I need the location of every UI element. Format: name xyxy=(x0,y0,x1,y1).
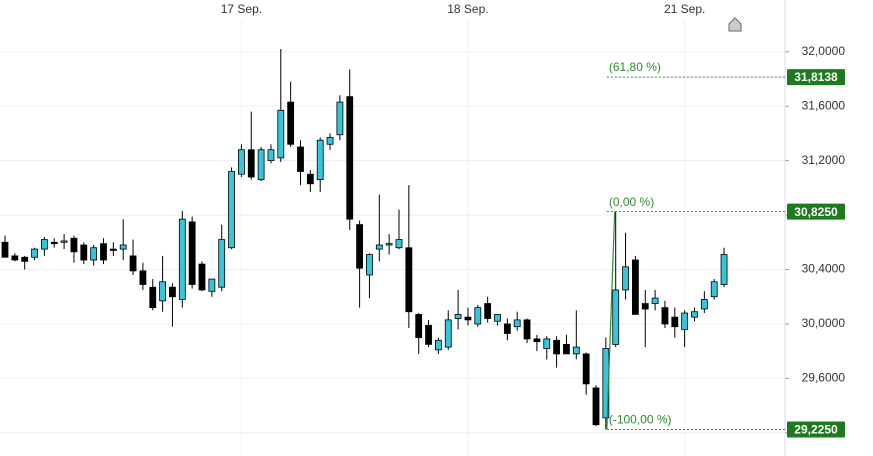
candle-body xyxy=(563,343,570,355)
candle-body xyxy=(681,312,689,330)
candle-body xyxy=(60,240,68,243)
candle-body xyxy=(454,314,462,319)
candle-body xyxy=(434,339,442,351)
candle-body xyxy=(395,239,403,249)
candle-body xyxy=(444,319,452,348)
candle-body xyxy=(287,101,295,145)
candle-body xyxy=(385,243,393,246)
candle-body xyxy=(129,255,137,272)
candle-body xyxy=(572,346,580,355)
fib-value-label: 31,8138 xyxy=(794,70,838,84)
candle-body xyxy=(178,218,186,300)
fib-label: (0,00 %) xyxy=(609,195,654,209)
candle-body xyxy=(415,314,423,338)
fib-value-box xyxy=(787,69,845,86)
candle-body xyxy=(720,254,728,285)
fib-value-label: 29,2250 xyxy=(794,423,838,437)
candle-body xyxy=(336,101,344,136)
candle-body xyxy=(306,173,314,185)
candle-body xyxy=(346,96,354,220)
candle-body xyxy=(257,149,265,181)
candle-body xyxy=(710,281,718,298)
fib-value-label: 30,8250 xyxy=(794,205,838,219)
candle-body xyxy=(139,270,147,285)
fib-label: (61,80 %) xyxy=(609,60,661,74)
fib-label: (-100,00 %) xyxy=(609,413,672,427)
candle-body xyxy=(109,248,117,251)
candle-body xyxy=(198,263,206,291)
candle-body xyxy=(80,244,88,261)
candle-body xyxy=(90,247,98,261)
candle-body xyxy=(464,316,472,321)
candle-body xyxy=(503,323,511,334)
candle-body xyxy=(218,239,226,288)
candle-body xyxy=(622,266,629,291)
candle-body xyxy=(267,149,275,162)
candle-body xyxy=(326,137,334,145)
candle-body xyxy=(159,281,167,302)
candle-body xyxy=(691,311,698,318)
candle-body xyxy=(533,338,541,343)
candle-body xyxy=(592,387,600,426)
y-tick-label: 30,0000 xyxy=(802,316,846,330)
x-tick-label: 21 Sep. xyxy=(664,2,705,16)
candle-body xyxy=(149,286,157,309)
x-tick-label: 17 Sep. xyxy=(221,2,262,16)
candle-body xyxy=(700,299,708,310)
candle-body xyxy=(375,244,383,250)
candle-body xyxy=(70,237,78,253)
candle-body xyxy=(582,353,590,385)
candle-body xyxy=(661,307,669,325)
candle-body xyxy=(474,307,482,325)
candle-body xyxy=(237,149,245,175)
fib-value-box xyxy=(787,203,845,220)
candle-body xyxy=(405,247,413,313)
candle-body xyxy=(366,254,373,276)
candle-body xyxy=(632,259,639,315)
y-tick-label: 30,4000 xyxy=(802,262,846,276)
candle-body xyxy=(316,139,324,181)
candle-body xyxy=(641,303,649,310)
candle-body xyxy=(11,255,19,261)
candle-body xyxy=(553,339,560,355)
candle-body xyxy=(247,149,255,178)
candle-body xyxy=(425,324,432,345)
candle-body xyxy=(169,286,176,298)
candle-body xyxy=(543,338,551,349)
candle-body xyxy=(277,109,285,159)
candle-body xyxy=(671,316,679,328)
candle-body xyxy=(119,244,127,250)
x-tick-label: 18 Sep. xyxy=(447,2,488,16)
candle-body xyxy=(494,314,501,322)
candle-body xyxy=(50,241,58,245)
candle-body xyxy=(41,239,48,250)
candle-body xyxy=(612,289,620,345)
candle-body xyxy=(1,241,9,258)
candle-body xyxy=(297,146,304,172)
candle-body xyxy=(31,248,38,258)
fib-anchor-line xyxy=(606,211,616,430)
candle-body xyxy=(484,303,492,319)
y-tick-label: 31,6000 xyxy=(802,98,846,112)
y-tick-label: 32,0000 xyxy=(802,44,846,58)
candle-body xyxy=(188,221,196,285)
candle-body xyxy=(356,224,364,269)
candle-body xyxy=(100,243,107,261)
y-tick-label: 31,2000 xyxy=(802,153,846,167)
candle-body xyxy=(21,256,29,262)
y-tick-label: 29,6000 xyxy=(802,371,846,385)
fib-value-box xyxy=(787,421,845,438)
candle-body xyxy=(208,278,216,292)
candle-body xyxy=(651,297,659,304)
scroll-icon[interactable] xyxy=(728,17,742,32)
candle-body xyxy=(513,319,521,328)
candle-body xyxy=(228,171,235,249)
candle-body xyxy=(523,319,531,340)
